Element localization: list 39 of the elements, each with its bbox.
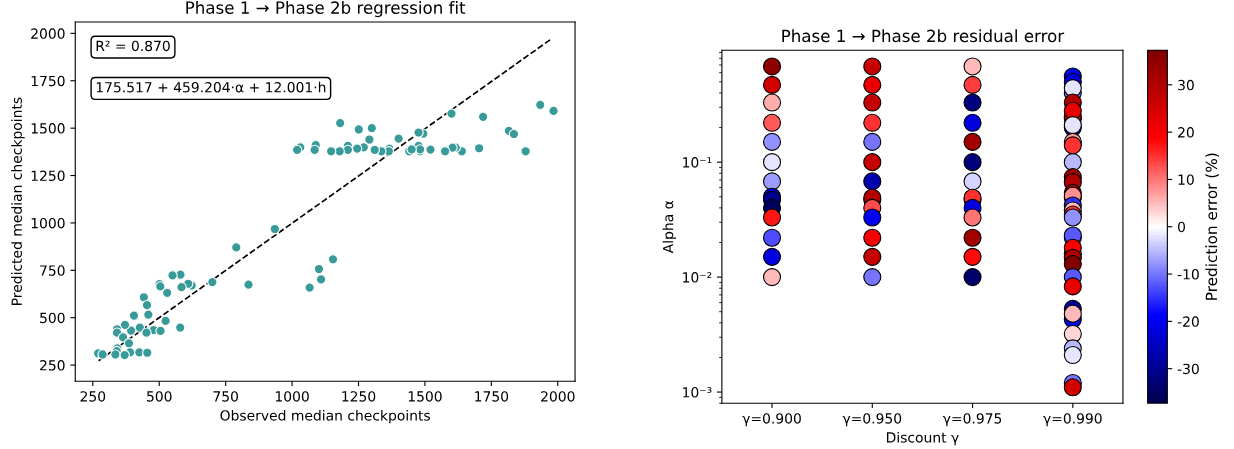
y-tick-label: 10⁻¹ [683,157,712,168]
x-axis-title: Discount γ [886,431,959,446]
y-tick-label: 1000 [31,217,65,229]
chart-title: Phase 1 → Phase 2b regression fit [186,1,466,18]
x-tick-label: 500 [147,391,172,402]
y-tick-label: 1500 [31,123,65,134]
x-tick-label: 1000 [275,391,309,402]
y-tick-label: 10⁻² [683,272,712,283]
color-bar-label: 30 [1178,79,1194,91]
y-tick-label: 750 [40,265,65,276]
annotation: 175.517 + 459.204·α + 12.001·h [96,81,326,93]
annotation: R² = 0.870 [96,40,170,52]
x-tick-label: 1250 [342,391,376,402]
x-tick-label: 250 [80,391,106,402]
x-tick-label: γ=0.975 [942,413,1002,427]
y-tick-label: 10⁻³ [683,387,712,398]
color-bar-label: -30 [1177,363,1199,375]
y-tick-label: 1750 [31,75,65,87]
color-bar-label: -20 [1177,316,1199,327]
x-tick-label: γ=0.950 [842,413,902,427]
color-bar-label: 20 [1178,127,1194,138]
y-axis-title: Predicted median checkpoints [11,97,25,305]
y-tick-label: 2000 [31,28,65,39]
y-tick-label: 250 [40,360,65,371]
x-tick-label: 750 [213,391,238,402]
color-bar-title: Prediction error (%) [1205,153,1219,300]
y-tick-label: 500 [40,312,65,324]
x-tick-label: γ=0.900 [742,413,801,427]
color-bar-label: -10 [1177,269,1199,280]
x-tick-label: γ=0.990 [1043,413,1102,427]
y-tick-label: 1250 [31,170,65,182]
x-tick-label: 1750 [475,391,509,402]
x-axis-title: Observed median checkpoints [220,409,430,424]
color-bar-label: 0 [1178,221,1185,233]
x-tick-label: 1500 [408,391,442,402]
x-tick-label: 2000 [541,391,575,402]
color-bar-label: 10 [1178,174,1194,185]
y-axis-title: Alpha α [662,200,677,254]
chart-title: Phase 1 → Phase 2b residual error [782,29,1065,43]
